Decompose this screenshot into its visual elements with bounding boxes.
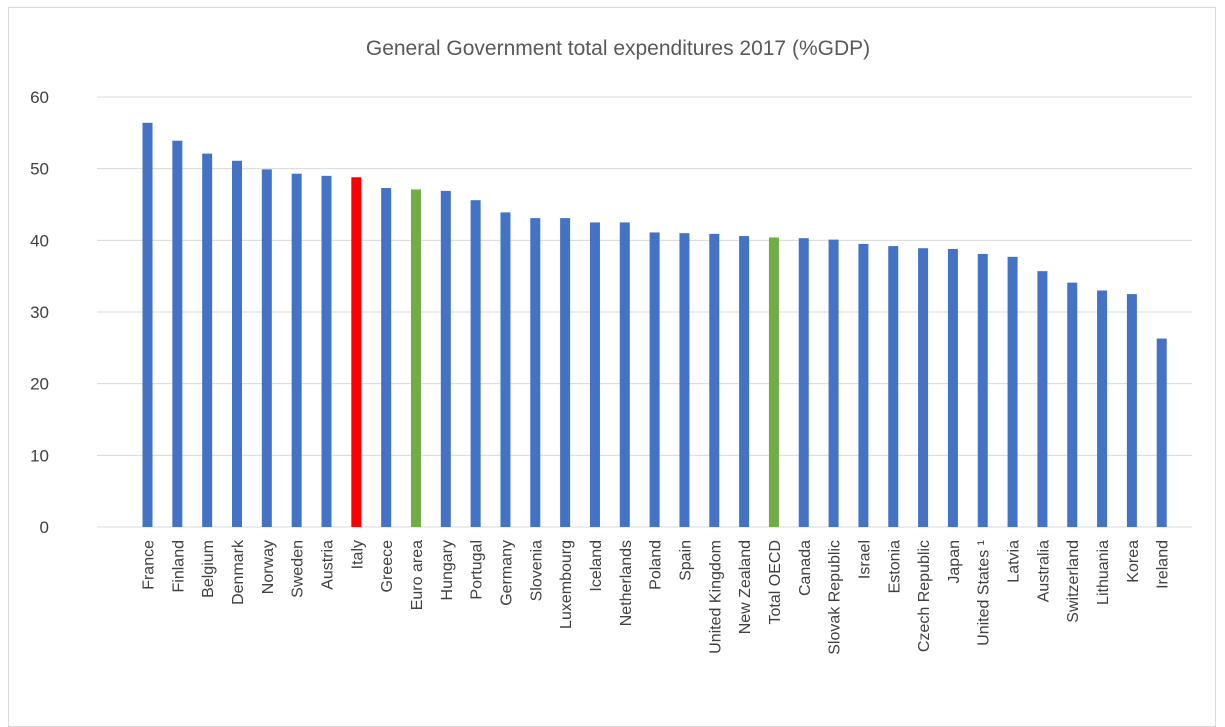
x-category-label: Euro area [409, 540, 426, 610]
bar-austria [321, 175, 332, 528]
bar-sweden [291, 173, 302, 527]
bar-united-states [977, 253, 988, 527]
bar-italy [351, 177, 362, 527]
y-tick-label: 50 [30, 160, 49, 179]
x-category-label: Finland [170, 540, 187, 592]
x-category-label: Japan [946, 540, 963, 584]
bar-new-zealand [739, 236, 750, 528]
bar-finland [172, 140, 183, 527]
bar-portugal [470, 200, 481, 527]
y-axis-tick-labels: 0 10 20 30 40 50 60 [30, 88, 49, 537]
x-category-label: Czech Republic [916, 540, 933, 652]
bar-belgium [202, 153, 213, 527]
x-category-label: Norway [260, 540, 277, 594]
bar-hungary [440, 190, 451, 527]
x-category-label: Germany [498, 540, 515, 606]
x-category-label: Switzerland [1065, 540, 1082, 623]
bar-slovenia [530, 218, 541, 527]
x-category-label: Estonia [886, 540, 903, 593]
bar-iceland [589, 222, 600, 527]
bar-total-oecd [768, 237, 779, 527]
bar-denmark [231, 160, 242, 528]
x-category-label: New Zealand [737, 540, 754, 634]
x-category-label: Ireland [1155, 540, 1172, 589]
bar-estonia [888, 246, 899, 528]
x-category-label: Canada [797, 540, 814, 596]
x-category-label: Israel [856, 540, 873, 579]
x-category-label: Luxembourg [558, 540, 575, 629]
bar-france [142, 122, 153, 528]
x-category-label: Denmark [230, 539, 247, 605]
x-category-label: Belgium [200, 540, 217, 598]
x-category-label: Sweden [290, 540, 307, 598]
bar-greece [381, 188, 392, 527]
x-category-label: Hungary [439, 540, 456, 600]
bar-australia [1037, 271, 1048, 527]
x-category-label: France [141, 540, 158, 590]
x-category-label: Latvia [1006, 540, 1023, 583]
bar-ireland [1156, 338, 1167, 527]
bar-latvia [1007, 256, 1018, 527]
bar-luxembourg [560, 218, 571, 527]
x-category-label: Korea [1125, 540, 1142, 583]
bar-chart: General Government total expenditures 20… [30, 37, 1192, 655]
y-tick-label: 60 [30, 88, 49, 107]
x-category-label: United States ¹ [976, 540, 993, 646]
x-category-label: Austria [319, 540, 336, 590]
x-category-label: Australia [1035, 540, 1052, 602]
bar-euro-area [410, 189, 421, 527]
bars [142, 122, 1167, 528]
bar-germany [500, 212, 511, 527]
bar-israel [858, 243, 869, 527]
x-category-label: Portugal [469, 540, 486, 600]
y-tick-label: 30 [30, 303, 49, 322]
bar-korea [1126, 294, 1137, 527]
x-axis-category-labels: France Finland Belgium Denmark Norway Sweden A… [141, 539, 1172, 655]
bar-switzerland [1067, 282, 1078, 527]
x-category-label: Poland [648, 540, 665, 590]
bar-spain [679, 233, 690, 527]
bar-poland [649, 232, 660, 527]
y-tick-label: 40 [30, 231, 49, 250]
bar-united-kingdom [709, 233, 720, 527]
y-tick-label: 0 [40, 518, 49, 537]
x-category-label: Slovenia [528, 540, 545, 601]
bar-japan [947, 248, 958, 527]
x-category-label: Netherlands [618, 540, 635, 626]
bar-canada [798, 238, 809, 527]
x-category-label: United Kingdom [707, 540, 724, 654]
y-tick-label: 10 [30, 446, 49, 465]
bar-lithuania [1097, 290, 1108, 527]
x-category-label: Greece [379, 540, 396, 593]
chart-title: General Government total expenditures 20… [366, 37, 870, 60]
x-category-label: Total OECD [767, 540, 784, 624]
gridlines [97, 96, 1192, 528]
x-category-label: Italy [349, 540, 366, 569]
x-category-label: Spain [677, 540, 694, 581]
y-tick-label: 20 [30, 375, 49, 394]
x-category-label: Iceland [588, 540, 605, 592]
x-category-label: Lithuania [1095, 540, 1112, 605]
x-category-label: Slovak Republic [827, 540, 844, 655]
bar-norway [261, 169, 272, 527]
bar-netherlands [619, 222, 630, 527]
bar-slovak-republic [828, 239, 839, 527]
bar-czech-republic [918, 248, 929, 527]
